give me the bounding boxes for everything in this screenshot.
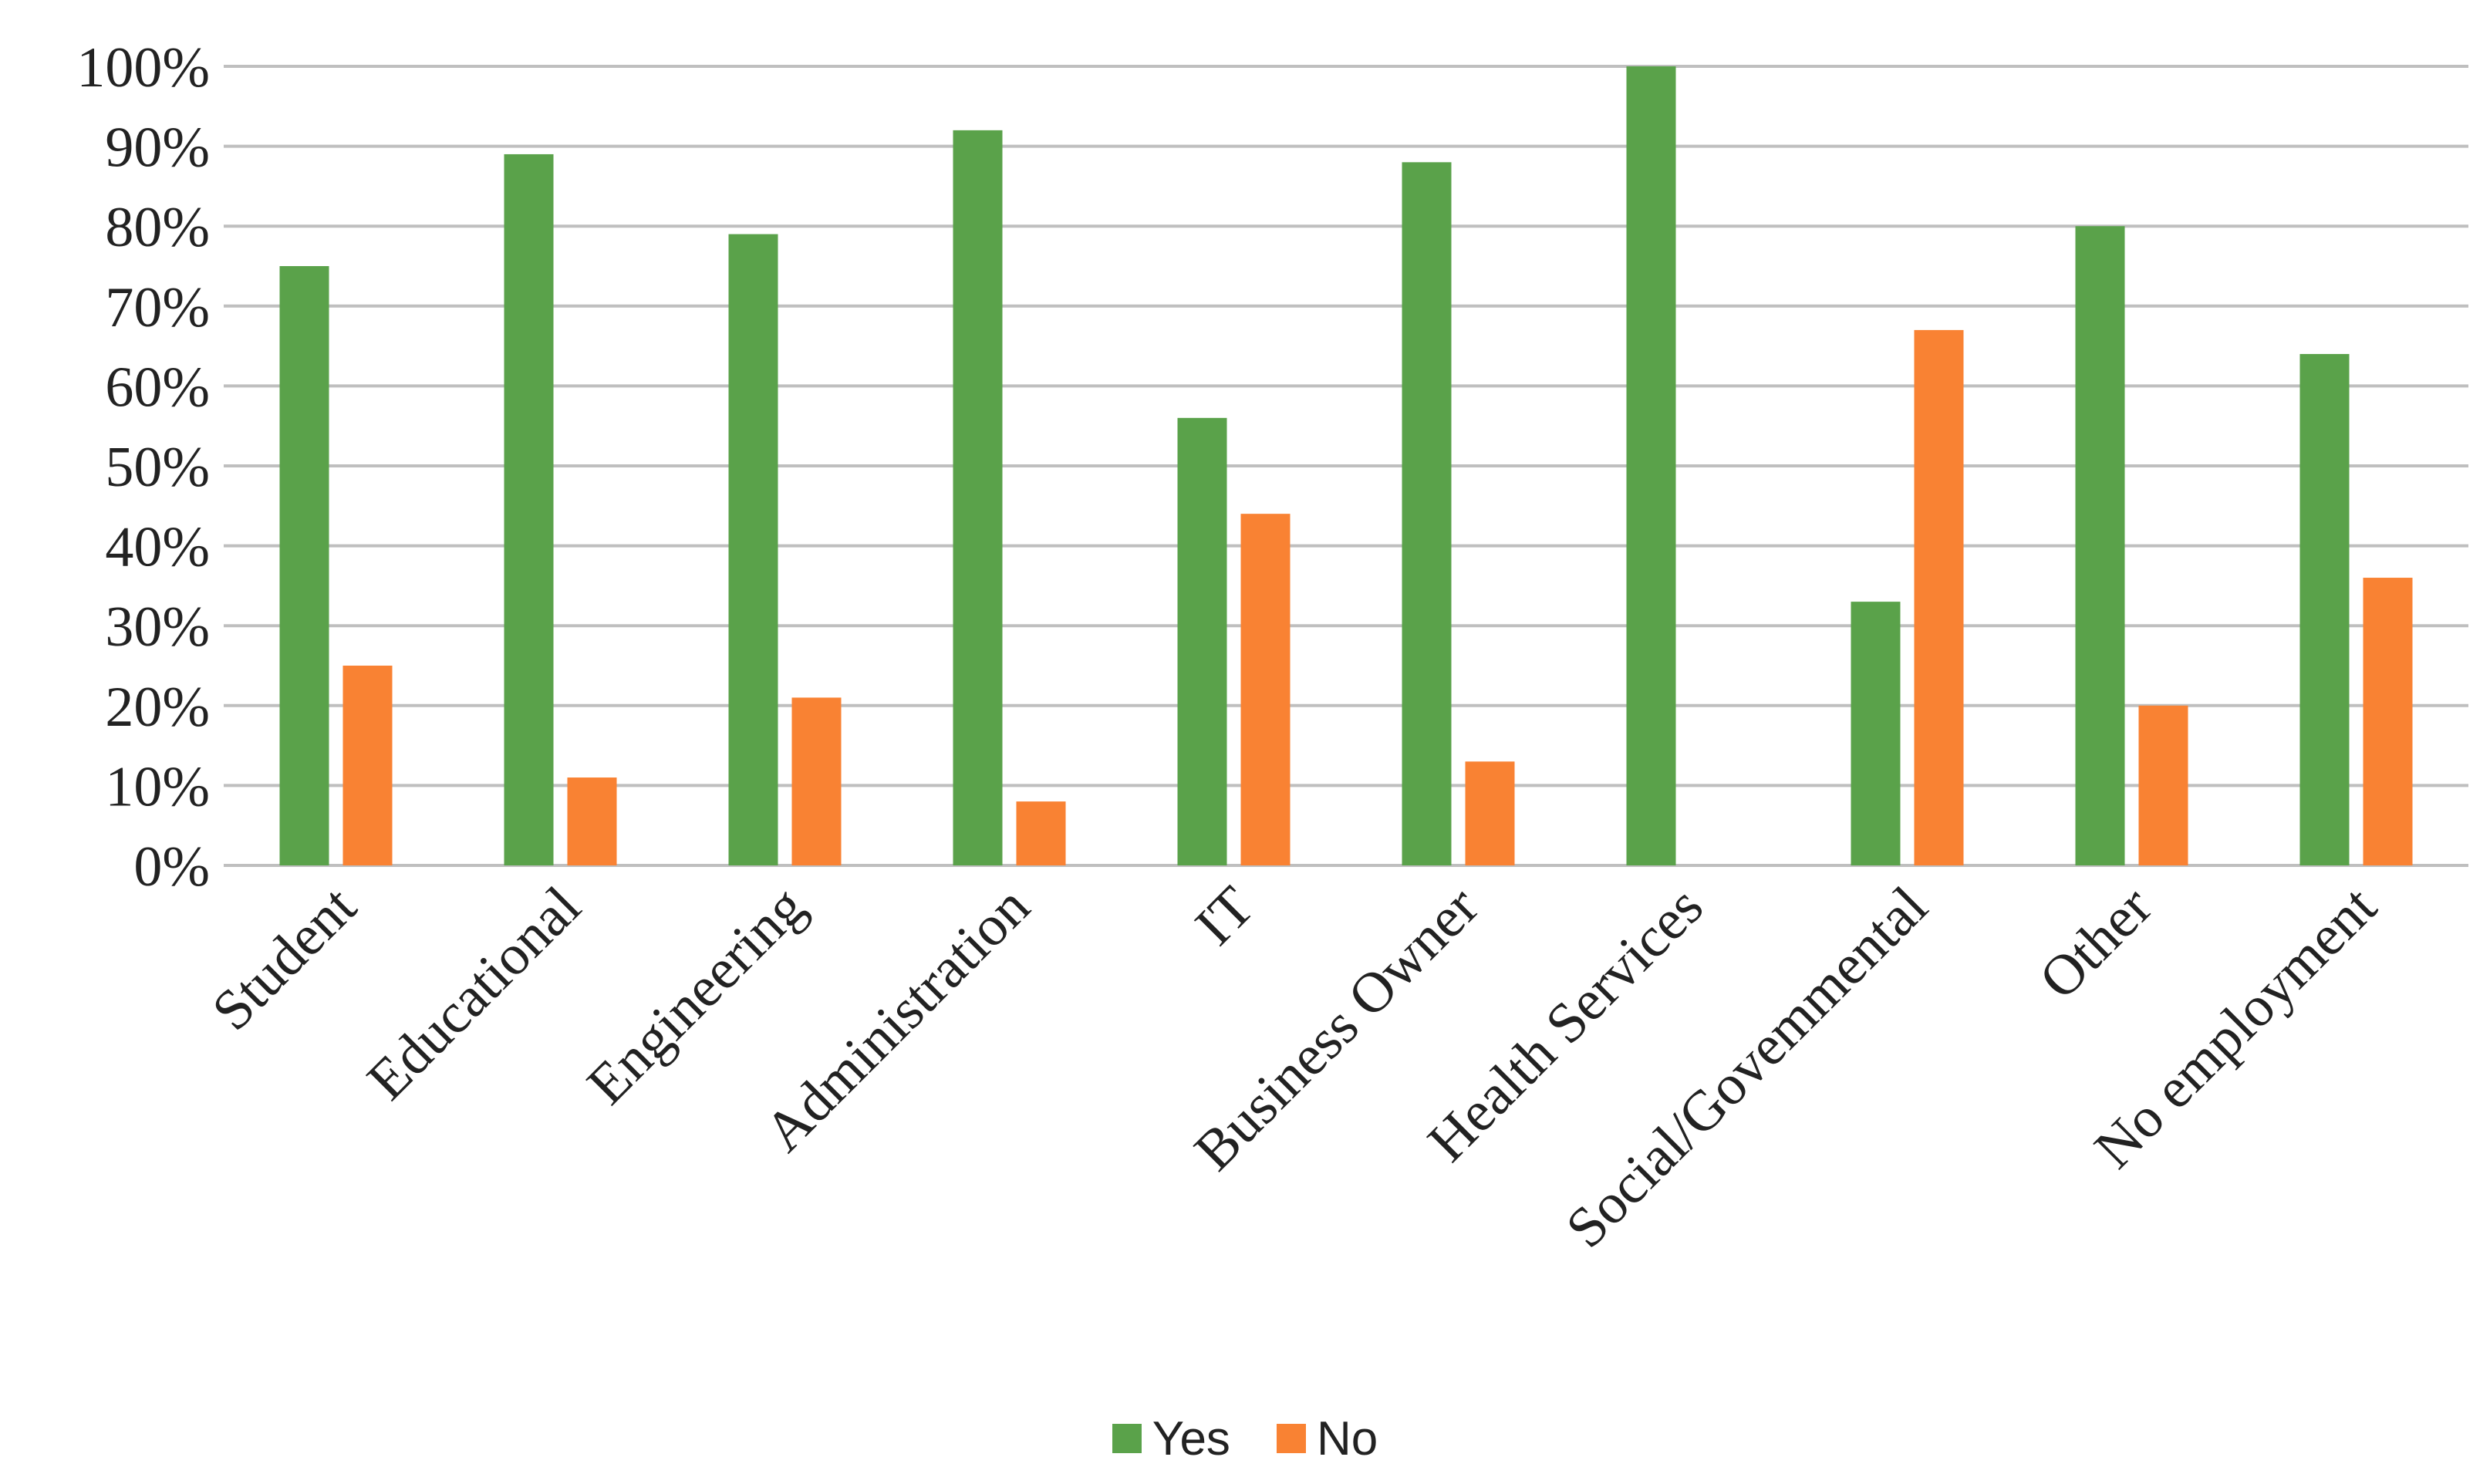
y-tick-label: 70% [105, 276, 210, 339]
bar-no-no-employment [2363, 578, 2413, 865]
bar-no-social-govemmental [1914, 329, 1964, 865]
bar-yes-it [1177, 417, 1227, 865]
y-tick-label: 30% [105, 595, 210, 659]
bar-no-engineering [791, 697, 842, 865]
x-tick-label: Other [2027, 875, 2164, 1011]
legend-item-no: No [1276, 1411, 1378, 1466]
x-axis-ticks: StudentEducationalEngineeringAdministrat… [201, 875, 2389, 1260]
y-tick-label: 100% [76, 36, 210, 99]
legend: Yes No [0, 1404, 2490, 1473]
legend-item-yes: Yes [1112, 1411, 1230, 1466]
x-tick-label: Engineering [575, 875, 818, 1117]
y-tick-label: 50% [105, 436, 210, 499]
x-tick-label: Student [201, 875, 369, 1043]
bar-yes-no-employment [2299, 353, 2350, 866]
y-tick-label: 90% [105, 116, 210, 180]
bar-no-educational [567, 777, 617, 865]
y-tick-label: 20% [105, 676, 210, 739]
bar-yes-other [2075, 226, 2125, 865]
legend-label-no: No [1316, 1411, 1378, 1465]
x-tick-label: Educational [356, 875, 593, 1112]
bar-no-other [2138, 705, 2188, 865]
bar-no-student [342, 666, 393, 865]
bar-yes-educational [504, 153, 554, 865]
y-tick-label: 10% [105, 755, 210, 818]
bar-yes-student [279, 266, 329, 865]
legend-swatch-no [1276, 1424, 1306, 1453]
y-tick-label: 60% [105, 356, 210, 419]
y-tick-label: 0% [133, 835, 210, 899]
bar-yes-social-govemmental [1851, 602, 1901, 865]
bar-yes-engineering [728, 234, 778, 865]
bar-yes-business-owner [1402, 162, 1452, 865]
bar-yes-administration [953, 130, 1003, 865]
bar-no-it [1240, 514, 1291, 865]
y-tick-label: 40% [105, 516, 210, 579]
legend-swatch-yes [1112, 1424, 1142, 1453]
y-tick-label: 80% [105, 196, 210, 259]
y-axis-ticks: 0% 10% 20% 30% 40% 50% 60% 70% 80% 90% 100% [76, 36, 210, 899]
gridlines [224, 65, 2468, 867]
x-tick-label: IT [1183, 875, 1266, 957]
bar-no-business-owner [1465, 761, 1515, 865]
bars [279, 66, 2413, 866]
bar-yes-health-services [1626, 66, 1676, 865]
bar-no-administration [1016, 801, 1066, 865]
legend-label-yes: Yes [1152, 1411, 1230, 1465]
